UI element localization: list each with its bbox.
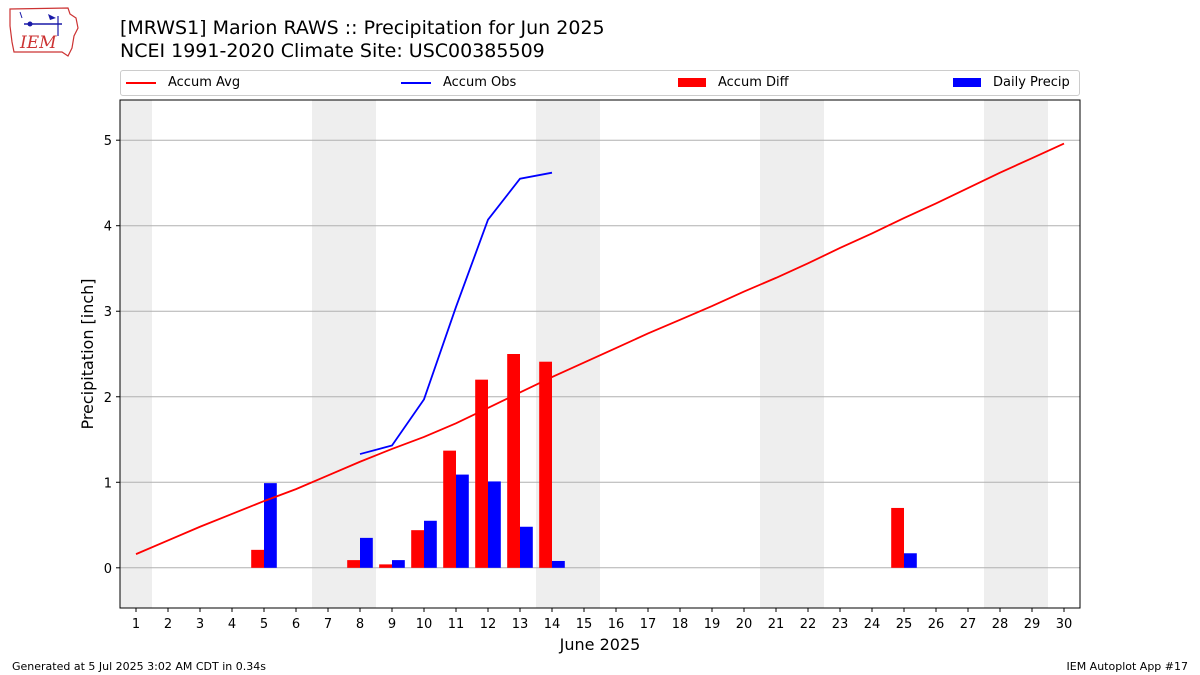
y-tick-label: 5 [104,134,112,149]
weekend-shade [760,100,824,608]
x-tick-label: 29 [1024,617,1041,632]
accum-diff-bar [475,379,488,568]
x-tick-label: 7 [324,617,332,632]
legend-item-accum-diff: Accum Diff [678,75,789,90]
accum-diff-bar [411,530,424,568]
legend-item-daily-precip: Daily Precip [953,75,1070,90]
x-tick-label: 11 [448,617,465,632]
daily-precip-bar [904,553,917,568]
iowa-map-icon: IEM [9,7,79,57]
daily-precip-bar [456,474,469,568]
x-tick-label: 19 [704,617,721,632]
x-tick-label: 17 [640,617,657,632]
x-tick-label: 16 [608,617,625,632]
accum-diff-bar [507,354,520,568]
legend-label-daily-precip: Daily Precip [993,75,1070,90]
x-tick-label: 28 [992,617,1009,632]
x-tick-label: 30 [1056,617,1073,632]
x-tick-label: 9 [388,617,396,632]
daily-precip-bar [392,560,405,568]
y-tick-label: 4 [104,220,112,235]
daily-precip-bar [264,483,277,568]
plot-frame [119,99,1081,609]
accum-diff-bar [347,560,360,568]
x-tick-label: 14 [544,617,561,632]
x-tick-label: 8 [356,617,364,632]
x-tick-label: 27 [960,617,977,632]
x-tick-label: 6 [292,617,300,632]
weekend-shade [120,100,152,608]
legend-swatch-daily-precip [953,78,981,87]
accum-diff-bar [891,507,904,568]
x-tick-label: 2 [164,617,172,632]
weekend-shade [984,100,1048,608]
accum-diff-bar [379,564,392,568]
x-tick-label: 5 [260,617,268,632]
x-tick-label: 18 [672,617,689,632]
x-tick-label: 12 [480,617,497,632]
daily-precip-bar [520,526,533,568]
x-tick-label: 25 [896,617,913,632]
x-axis-label: June 2025 [559,635,641,654]
x-tick-label: 13 [512,617,529,632]
x-tick-label: 15 [576,617,593,632]
legend-label-accum-avg: Accum Avg [168,75,241,90]
legend-item-accum-obs: Accum Obs [401,75,516,90]
daily-precip-bar [488,481,501,568]
footer-generated: Generated at 5 Jul 2025 3:02 AM CDT in 0… [12,660,266,673]
legend-label-accum-diff: Accum Diff [718,75,789,90]
y-tick-label: 0 [104,562,112,577]
x-tick-label: 20 [736,617,753,632]
legend-item-accum-avg: Accum Avg [126,75,240,90]
y-tick-label: 2 [104,391,112,406]
accum-obs-line [359,171,553,455]
accum-diff-bar [443,450,456,568]
legend-swatch-accum-avg [126,81,156,84]
legend-label-accum-obs: Accum Obs [443,75,517,90]
x-tick-label: 26 [928,617,945,632]
iem-logo: IEM [8,6,80,62]
daily-precip-bar [424,520,437,568]
accum-diff-bar [539,361,552,568]
logo-text: IEM [19,33,57,53]
legend-swatch-accum-diff [678,78,706,87]
x-tick-label: 23 [832,617,849,632]
accum-avg-line [135,142,1065,555]
accum-diff-bar [251,549,264,568]
x-tick-label: 3 [196,617,204,632]
x-tick-label: 1 [132,617,140,632]
daily-precip-bar [360,537,373,568]
x-tick-label: 10 [416,617,433,632]
x-tick-label: 22 [800,617,817,632]
x-tick-label: 21 [768,617,785,632]
daily-precip-bar [552,560,565,568]
legend: Accum Avg Accum Obs Accum Diff Daily Pre… [120,70,1080,96]
footer-app-id: IEM Autoplot App #17 [1066,660,1189,673]
x-tick-label: 4 [228,617,236,632]
x-tick-label: 24 [864,617,881,632]
y-axis-label: Precipitation [inch] [78,278,97,429]
y-tick-label: 1 [104,476,112,491]
chart-subtitle: NCEI 1991-2020 Climate Site: USC00385509 [120,40,545,62]
legend-swatch-accum-obs [401,81,431,84]
y-tick-label: 3 [104,305,112,320]
chart-title: [MRWS1] Marion RAWS :: Precipitation for… [120,17,605,39]
weekend-shade [312,100,376,608]
